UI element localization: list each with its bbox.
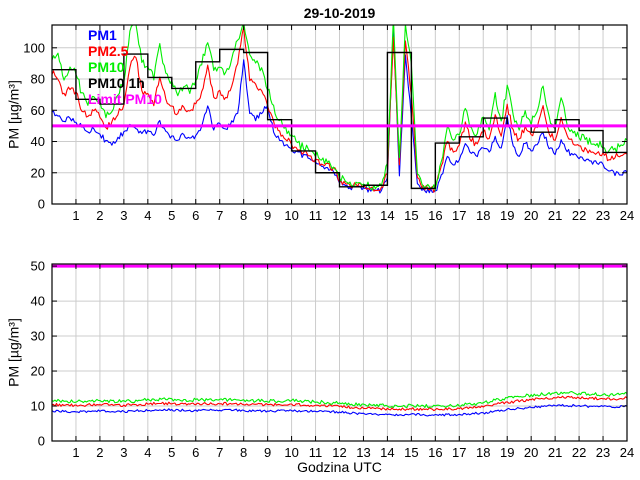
svg-text:8: 8 (240, 208, 247, 223)
svg-text:3: 3 (120, 445, 127, 460)
svg-text:60: 60 (31, 103, 45, 118)
bottom-y-axis-label: PM [µg/m³] (5, 318, 22, 387)
svg-text:7: 7 (216, 208, 223, 223)
svg-text:20: 20 (31, 165, 45, 180)
svg-text:9: 9 (264, 208, 271, 223)
svg-text:20: 20 (524, 445, 538, 460)
svg-text:5: 5 (168, 445, 175, 460)
legend-item-pm10-1h: PM10 1h (88, 75, 145, 91)
svg-text:9: 9 (264, 445, 271, 460)
svg-text:21: 21 (548, 208, 562, 223)
svg-text:16: 16 (428, 445, 442, 460)
svg-text:19: 19 (500, 208, 514, 223)
svg-text:40: 40 (31, 134, 45, 149)
x-axis-label: Godzina UTC (297, 459, 382, 475)
svg-text:4: 4 (144, 445, 151, 460)
svg-text:24: 24 (620, 445, 634, 460)
legend-item-pm25: PM2.5 (88, 43, 129, 59)
svg-text:23: 23 (596, 208, 610, 223)
svg-text:21: 21 (548, 445, 562, 460)
svg-text:11: 11 (309, 445, 323, 460)
svg-text:17: 17 (452, 445, 466, 460)
svg-text:5: 5 (168, 208, 175, 223)
svg-text:30: 30 (31, 329, 45, 344)
legend-item-pm1: PM1 (88, 27, 117, 43)
svg-text:80: 80 (31, 72, 45, 87)
svg-text:10: 10 (31, 399, 45, 414)
svg-text:13: 13 (356, 208, 370, 223)
svg-text:0: 0 (38, 197, 45, 212)
svg-text:19: 19 (500, 445, 514, 460)
svg-text:13: 13 (356, 445, 370, 460)
svg-text:14: 14 (380, 208, 394, 223)
svg-text:12: 12 (332, 208, 346, 223)
svg-text:18: 18 (476, 445, 490, 460)
svg-text:18: 18 (476, 208, 490, 223)
legend: PM1 PM2.5 PM10 PM10 1h Limit PM10 (88, 27, 162, 107)
svg-text:7: 7 (216, 445, 223, 460)
svg-text:6: 6 (192, 208, 199, 223)
svg-text:17: 17 (452, 208, 466, 223)
top-y-axis-label: PM [µg/m³] (5, 80, 22, 149)
svg-text:3: 3 (120, 208, 127, 223)
svg-text:15: 15 (404, 445, 418, 460)
svg-text:4: 4 (144, 208, 151, 223)
svg-text:10: 10 (284, 208, 298, 223)
svg-text:1: 1 (72, 208, 79, 223)
svg-text:22: 22 (572, 208, 586, 223)
svg-text:0: 0 (38, 434, 45, 449)
svg-text:22: 22 (572, 445, 586, 460)
svg-text:11: 11 (309, 208, 323, 223)
svg-text:23: 23 (596, 445, 610, 460)
svg-text:24: 24 (620, 208, 634, 223)
svg-text:50: 50 (31, 259, 45, 274)
legend-item-limit-pm10: Limit PM10 (88, 91, 162, 107)
svg-text:16: 16 (428, 208, 442, 223)
svg-text:20: 20 (31, 364, 45, 379)
svg-text:8: 8 (240, 445, 247, 460)
svg-text:2: 2 (96, 445, 103, 460)
svg-text:20: 20 (524, 208, 538, 223)
legend-item-pm10: PM10 (88, 59, 125, 75)
svg-text:15: 15 (404, 208, 418, 223)
svg-text:12: 12 (332, 445, 346, 460)
svg-text:10: 10 (284, 445, 298, 460)
svg-text:100: 100 (23, 40, 45, 55)
chart-title: 29-10-2019 (303, 5, 376, 21)
svg-text:6: 6 (192, 445, 199, 460)
svg-text:2: 2 (96, 208, 103, 223)
svg-text:1: 1 (72, 445, 79, 460)
svg-text:40: 40 (31, 294, 45, 309)
svg-text:14: 14 (380, 445, 394, 460)
